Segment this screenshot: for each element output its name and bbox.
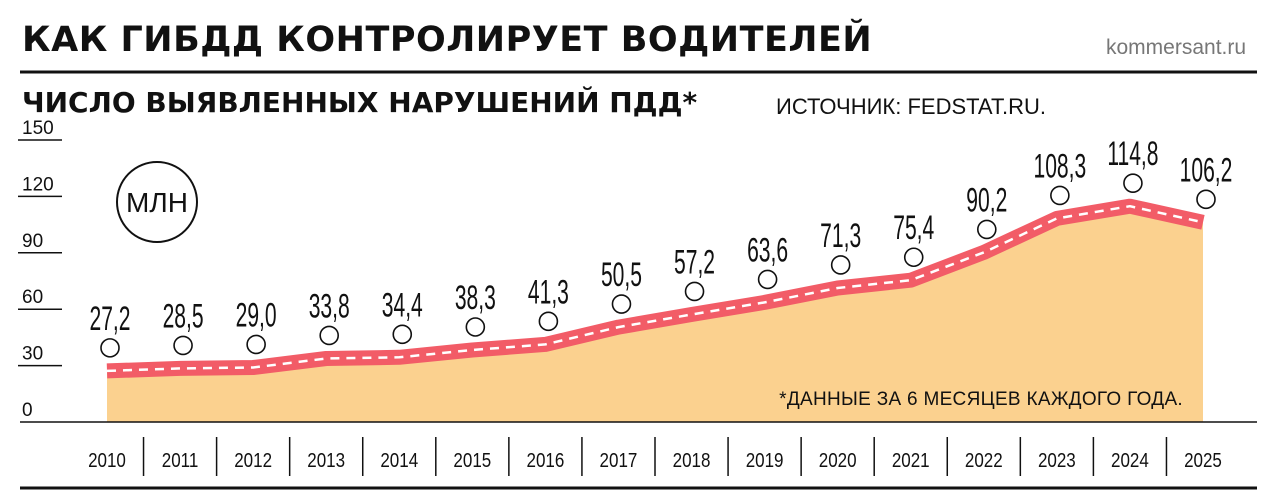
point-marker-2018 — [684, 281, 705, 302]
x-tick-label-2024: 2024 — [1111, 449, 1149, 472]
data-label-2022: 90,2 — [966, 180, 1007, 218]
chart-title: КАК ГИБДД КОНТРОЛИРУЕТ ВОДИТЕЛЕЙ — [22, 20, 873, 60]
data-source: ИСТОЧНИК: FEDSTAT.RU. — [776, 94, 1046, 119]
series-line-dashes — [106, 204, 1204, 373]
x-tick-label-2019: 2019 — [746, 449, 784, 472]
x-tick-label-2013: 2013 — [307, 449, 345, 472]
data-label-2019: 63,6 — [747, 230, 788, 268]
point-marker-2015 — [465, 317, 486, 337]
data-label-2011: 28,5 — [163, 296, 204, 334]
marker-layer — [100, 173, 1216, 358]
point-marker-2016 — [538, 311, 559, 332]
point-marker-2013 — [319, 325, 340, 346]
point-marker-2024 — [1123, 173, 1143, 193]
point-marker-2021 — [903, 247, 924, 268]
data-label-2012: 29,0 — [236, 295, 277, 333]
x-tick-label-2014: 2014 — [380, 449, 418, 472]
x-tick-label-2017: 2017 — [600, 449, 638, 472]
x-tick-label-2010: 2010 — [88, 449, 126, 472]
y-tick-label-0: 0 — [22, 400, 33, 421]
point-marker-2012 — [246, 334, 266, 355]
y-tick-label-30: 30 — [22, 344, 43, 365]
point-marker-2019 — [757, 269, 778, 290]
area-layer — [107, 206, 1203, 422]
point-marker-2023 — [1050, 185, 1070, 206]
data-label-2017: 50,5 — [601, 255, 642, 293]
data-label-2010: 27,2 — [90, 299, 131, 337]
data-label-2014: 34,4 — [382, 285, 423, 323]
source-site: kommersant.ru — [1106, 36, 1247, 59]
chart-subtitle: ЧИСЛО ВЫЯВЛЕННЫХ НАРУШЕНИЙ ПДД* — [22, 86, 698, 119]
x-tick-label-2011: 2011 — [162, 449, 199, 472]
data-label-2024: 114,8 — [1107, 134, 1158, 172]
point-marker-2020 — [830, 255, 851, 275]
axis-layer: 0 30 60 90 120 150 — [18, 118, 1257, 423]
data-label-2020: 71,3 — [820, 216, 861, 254]
y-tick-label-150: 150 — [22, 118, 54, 139]
point-marker-2022 — [976, 219, 997, 240]
data-label-2018: 57,2 — [674, 242, 715, 280]
y-tick-label-120: 120 — [22, 174, 54, 195]
unit-badge: МЛН — [116, 161, 198, 243]
x-axis-labels: 2010 2011 2012 2013 2014 2015 2016 2017 2018 2019… — [88, 437, 1222, 476]
point-marker-2011 — [173, 335, 193, 356]
x-tick-label-2018: 2018 — [673, 449, 711, 472]
unit-circle — [116, 161, 198, 243]
footnote: *ДАННЫЕ ЗА 6 МЕСЯЦЕВ КАЖДОГО ГОДА. — [779, 389, 1183, 410]
data-label-2021: 75,4 — [893, 208, 934, 246]
x-tick-label-2021: 2021 — [892, 449, 930, 472]
point-marker-2017 — [611, 294, 632, 314]
chart-frame — [20, 70, 1257, 490]
y-tick-label-60: 60 — [22, 287, 43, 308]
x-tick-label-2020: 2020 — [819, 449, 857, 472]
point-marker-2014 — [392, 324, 413, 345]
area-fill — [107, 206, 1203, 422]
x-tick-label-2015: 2015 — [453, 449, 491, 472]
x-tick-label-2022: 2022 — [965, 449, 1003, 472]
point-marker-2010 — [100, 338, 120, 358]
data-label-2023: 108,3 — [1034, 146, 1087, 184]
data-label-2025: 106,2 — [1180, 150, 1233, 188]
data-label-2016: 41,3 — [528, 272, 569, 310]
y-tick-label-90: 90 — [22, 231, 43, 252]
point-marker-2025 — [1196, 189, 1216, 210]
data-label-2013: 33,8 — [309, 286, 350, 324]
unit-label: МЛН — [126, 187, 188, 218]
data-label-2015: 38,3 — [455, 278, 496, 316]
label-layer: 27,2 28,5 29,0 33,8 34,4 38,3 41,3 50,5 57,2 63,6… — [90, 134, 1233, 337]
x-tick-label-2012: 2012 — [234, 449, 272, 472]
x-tick-label-2023: 2023 — [1038, 449, 1076, 472]
x-tick-label-2025: 2025 — [1184, 449, 1222, 472]
x-tick-label-2016: 2016 — [527, 449, 565, 472]
road-layer — [106, 198, 1205, 379]
